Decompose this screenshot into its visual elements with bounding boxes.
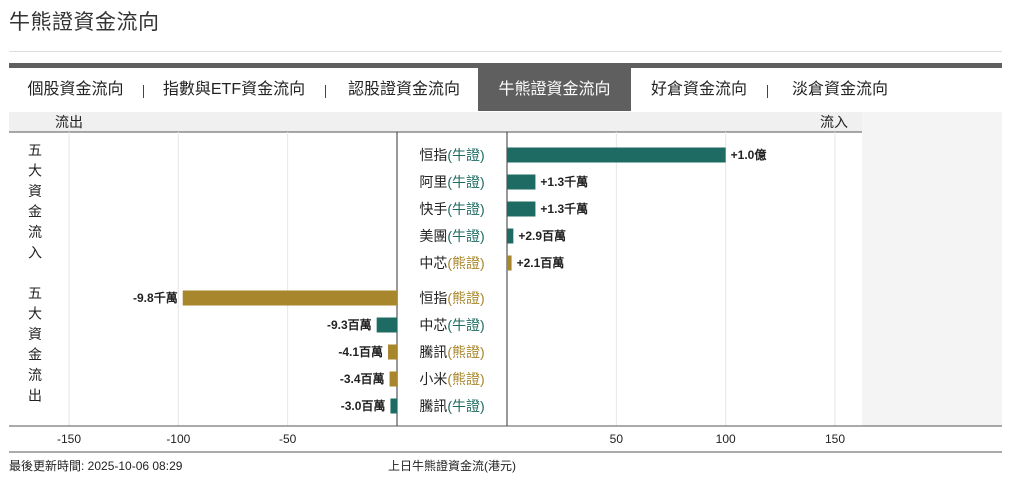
row-label-name: 美團 [419, 228, 447, 244]
bar-value-label: -4.1百萬 [338, 344, 383, 359]
group-label-char: 出 [28, 388, 42, 404]
group-label-char: 資 [28, 326, 42, 342]
row-label: 阿里(牛證) [419, 174, 484, 190]
row-label: 恒指(熊證) [419, 290, 484, 306]
row-label-name: 小米 [419, 371, 447, 387]
page-title: 牛熊證資金流向 [9, 11, 160, 34]
row-label-name: 恒指 [419, 147, 447, 163]
tab-separator [143, 85, 144, 98]
row-label-name: 騰訊 [419, 344, 447, 360]
tab-separator [325, 85, 326, 98]
row-label-kind: (牛證) [447, 147, 484, 163]
x-tick-label: 100 [716, 432, 736, 446]
right-margin-band [862, 112, 1002, 426]
group-label-char: 入 [28, 245, 42, 261]
group-label-char: 流 [28, 367, 42, 383]
row-label: 騰訊(熊證) [419, 344, 484, 360]
row-label-kind: (熊證) [447, 290, 484, 306]
last-updated: 最後更新時間: 2025-10-06 08:29 [9, 459, 183, 473]
row-label-kind: (牛證) [447, 174, 484, 190]
row-label-kind: (熊證) [447, 371, 484, 387]
tab-bear-position-flow[interactable]: 淡倉資金流向 [791, 81, 888, 98]
group-label-char: 大 [28, 306, 42, 322]
bar-value-label: +1.3千萬 [540, 174, 588, 189]
flow-bar [376, 317, 397, 333]
tab-bar: 個股資金流向 指數與ETF資金流向 認股證資金流向 牛熊證資金流向 好倉資金流向… [9, 63, 1002, 111]
tab-stock-flow[interactable]: 個股資金流向 [27, 81, 124, 98]
row-label: 騰訊(牛證) [419, 398, 484, 414]
row-label-kind: (熊證) [447, 255, 484, 271]
row-label-kind: (牛證) [447, 317, 484, 333]
chart-caption: 上日牛熊證資金流(港元) [388, 459, 516, 473]
row-label: 恒指(牛證) [419, 147, 484, 163]
flow-bar [507, 174, 536, 190]
group-label-char: 資 [28, 183, 42, 199]
tab-separator [767, 85, 768, 98]
tab-warrant-flow[interactable]: 認股證資金流向 [347, 81, 460, 98]
row-label-name: 中芯 [419, 255, 447, 271]
group-label-char: 五 [28, 142, 42, 158]
flow-bar [507, 255, 512, 271]
x-tick-label: -100 [166, 432, 190, 446]
group-label-char: 五 [28, 285, 42, 301]
group-label-char: 大 [28, 163, 42, 179]
row-label-kind: (牛證) [447, 398, 484, 414]
flow-bar [182, 290, 397, 306]
bar-value-label: -3.4百萬 [340, 371, 385, 386]
row-label-name: 阿里 [419, 174, 447, 190]
flow-bar [388, 344, 397, 360]
group-label-char: 流 [28, 224, 42, 240]
bar-value-label: -9.8千萬 [133, 290, 178, 305]
inflow-header: 流入 [820, 114, 848, 130]
row-label: 中芯(熊證) [419, 255, 484, 271]
x-tick-label: 50 [610, 432, 624, 446]
row-label: 美團(牛證) [419, 228, 484, 244]
row-label-name: 快手 [419, 201, 447, 217]
title-divider [9, 51, 1002, 52]
x-tick-label: -150 [57, 432, 81, 446]
flow-bar [389, 371, 397, 387]
bar-value-label: +2.9百萬 [518, 228, 566, 243]
flow-bar [507, 228, 514, 244]
flow-header-band [9, 112, 862, 132]
row-label-kind: (熊證) [447, 344, 484, 360]
row-label-name: 中芯 [419, 317, 447, 333]
x-tick-label: 150 [825, 432, 845, 446]
group-label-char: 金 [28, 204, 42, 220]
tab-cbbc-flow[interactable]: 牛熊證資金流向 [478, 68, 631, 111]
row-label-name: 騰訊 [419, 398, 447, 414]
flow-bar [390, 398, 397, 414]
row-label-name: 恒指 [419, 290, 447, 306]
row-label: 快手(牛證) [419, 201, 484, 217]
outflow-header: 流出 [55, 114, 83, 130]
row-label-kind: (牛證) [447, 201, 484, 217]
bar-value-label: -3.0百萬 [341, 398, 386, 413]
tab-bull-position-flow[interactable]: 好倉資金流向 [650, 81, 747, 98]
row-label-kind: (牛證) [447, 228, 484, 244]
x-tick-label: -50 [279, 432, 297, 446]
row-label: 中芯(牛證) [419, 317, 484, 333]
row-label: 小米(熊證) [419, 371, 484, 387]
tab-index-etf-flow[interactable]: 指數與ETF資金流向 [162, 81, 306, 98]
flow-bar [507, 201, 536, 217]
bar-value-label: +2.1百萬 [517, 255, 565, 270]
bar-value-label: -9.3百萬 [327, 317, 372, 332]
bar-value-label: +1.0億 [731, 147, 767, 162]
bar-value-label: +1.3千萬 [540, 201, 588, 216]
flow-bar [507, 147, 726, 163]
group-label-char: 金 [28, 347, 42, 363]
